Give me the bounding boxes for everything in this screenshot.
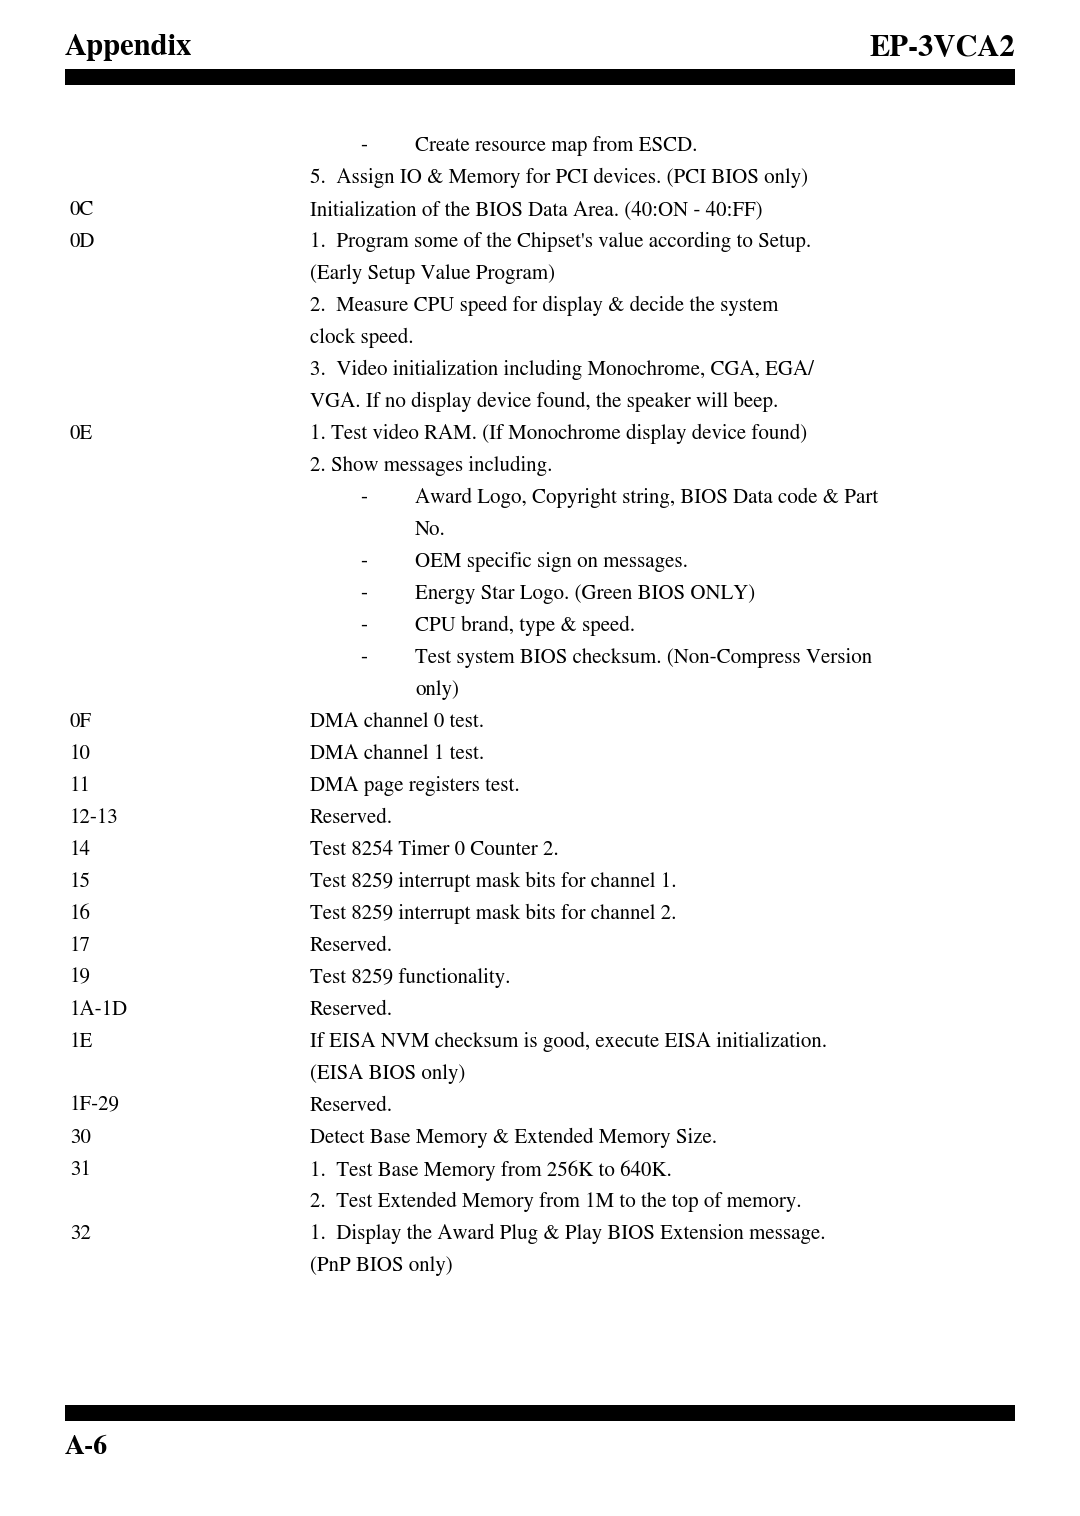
Text: Energy Star Logo. (Green BIOS ONLY): Energy Star Logo. (Green BIOS ONLY) (415, 584, 755, 603)
Text: Appendix: Appendix (65, 33, 192, 61)
Text: 32: 32 (70, 1223, 91, 1243)
Text: DMA channel 0 test.: DMA channel 0 test. (310, 713, 484, 732)
Text: 19: 19 (70, 969, 91, 988)
Text: 15: 15 (70, 872, 91, 891)
Text: 3.  Video initialization including Monochrome, CGA, EGA/: 3. Video initialization including Monoch… (310, 359, 814, 381)
Text: No.: No. (415, 520, 446, 540)
Text: 0C: 0C (70, 200, 94, 220)
Text: Initialization of the BIOS Data Area. (40:ON - 40:FF): Initialization of the BIOS Data Area. (4… (310, 200, 762, 220)
Bar (65, 1405, 1015, 1420)
Text: 0D: 0D (70, 232, 95, 252)
Text: Test 8259 interrupt mask bits for channel 2.: Test 8259 interrupt mask bits for channe… (310, 904, 676, 925)
Text: If EISA NVM checksum is good, execute EISA initialization.: If EISA NVM checksum is good, execute EI… (310, 1032, 827, 1052)
Text: 14: 14 (70, 840, 91, 860)
Text: 1. Test video RAM. (If Monochrome display device found): 1. Test video RAM. (If Monochrome displa… (310, 424, 807, 444)
Text: 30: 30 (70, 1128, 91, 1148)
Text: DMA channel 1 test.: DMA channel 1 test. (310, 744, 484, 764)
Text: clock speed.: clock speed. (310, 327, 414, 349)
Bar (65, 70, 1015, 85)
Text: Detect Base Memory & Extended Memory Size.: Detect Base Memory & Extended Memory Siz… (310, 1128, 717, 1148)
Text: 11: 11 (70, 776, 91, 796)
Text: Award Logo, Copyright string, BIOS Data code & Part: Award Logo, Copyright string, BIOS Data … (415, 488, 878, 508)
Text: -: - (360, 488, 367, 508)
Text: EP-3VCA2: EP-3VCA2 (869, 33, 1015, 61)
Text: 16: 16 (70, 904, 91, 923)
Text: 2.  Measure CPU speed for display & decide the system: 2. Measure CPU speed for display & decid… (310, 296, 779, 317)
Text: Reserved.: Reserved. (310, 935, 393, 955)
Text: A-6: A-6 (65, 1436, 108, 1460)
Text: 1.  Program some of the Chipset's value according to Setup.: 1. Program some of the Chipset's value a… (310, 232, 811, 252)
Text: 17: 17 (70, 935, 91, 955)
Text: 10: 10 (70, 744, 91, 764)
Text: -: - (360, 552, 367, 572)
Text: (Early Setup Value Program): (Early Setup Value Program) (310, 264, 555, 283)
Text: 2.  Test Extended Memory from 1M to the top of memory.: 2. Test Extended Memory from 1M to the t… (310, 1192, 801, 1213)
Text: 5.  Assign IO & Memory for PCI devices. (PCI BIOS only): 5. Assign IO & Memory for PCI devices. (… (310, 168, 808, 188)
Text: -: - (360, 584, 367, 603)
Text: DMA page registers test.: DMA page registers test. (310, 776, 519, 796)
Text: -: - (360, 136, 367, 156)
Text: (PnP BIOS only): (PnP BIOS only) (310, 1255, 453, 1276)
Text: Reserved.: Reserved. (310, 808, 393, 828)
Text: 1E: 1E (70, 1032, 93, 1052)
Text: Test 8259 interrupt mask bits for channel 1.: Test 8259 interrupt mask bits for channe… (310, 872, 677, 893)
Text: 1.  Display the Award Plug & Play BIOS Extension message.: 1. Display the Award Plug & Play BIOS Ex… (310, 1223, 825, 1245)
Text: Create resource map from ESCD.: Create resource map from ESCD. (415, 136, 698, 156)
Text: 1.  Test Base Memory from 256K to 640K.: 1. Test Base Memory from 256K to 640K. (310, 1160, 672, 1181)
Text: (EISA BIOS only): (EISA BIOS only) (310, 1064, 465, 1084)
Text: 1A-1D: 1A-1D (70, 1001, 129, 1020)
Text: 0F: 0F (70, 713, 92, 732)
Text: 12-13: 12-13 (70, 808, 119, 828)
Text: -: - (360, 647, 367, 667)
Text: only): only) (415, 681, 459, 700)
Text: Reserved.: Reserved. (310, 1096, 393, 1116)
Text: -: - (360, 615, 367, 635)
Text: 1F-29: 1F-29 (70, 1096, 120, 1116)
Text: VGA. If no display device found, the speaker will beep.: VGA. If no display device found, the spe… (310, 393, 779, 412)
Text: Test 8259 functionality.: Test 8259 functionality. (310, 969, 511, 988)
Text: Test system BIOS checksum. (Non-Compress Version: Test system BIOS checksum. (Non-Compress… (415, 647, 873, 669)
Text: OEM specific sign on messages.: OEM specific sign on messages. (415, 552, 688, 572)
Text: 2. Show messages including.: 2. Show messages including. (310, 456, 553, 476)
Text: 0E: 0E (70, 424, 93, 444)
Text: Test 8254 Timer 0 Counter 2.: Test 8254 Timer 0 Counter 2. (310, 840, 558, 860)
Text: Reserved.: Reserved. (310, 1001, 393, 1020)
Text: CPU brand, type & speed.: CPU brand, type & speed. (415, 615, 635, 637)
Text: 31: 31 (70, 1160, 91, 1179)
